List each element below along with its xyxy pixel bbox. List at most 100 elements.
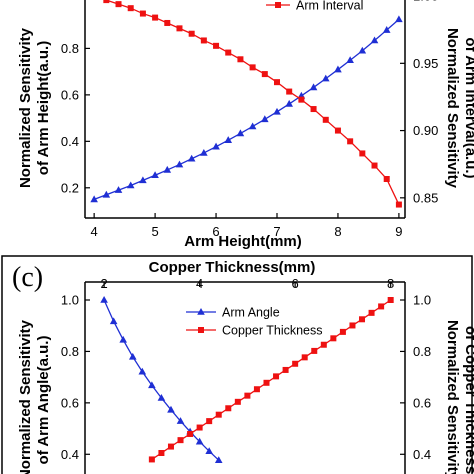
y-right-axis-title: Normalized Sensitivity — [444, 28, 461, 189]
data-point-triangle — [224, 136, 233, 143]
plot-area — [90, 0, 403, 208]
data-point-triangle — [187, 154, 196, 162]
data-point-triangle — [163, 165, 172, 173]
data-point-triangle — [157, 393, 166, 401]
panel-c-frame — [1, 255, 473, 474]
y-left-axis-title: of Arm Height(a.u.) — [35, 41, 52, 175]
y-right-tick-label: 1.00 — [413, 0, 438, 4]
legend-entry: Arm Angle — [186, 306, 280, 320]
data-point-square — [225, 405, 232, 412]
data-point-square — [263, 379, 270, 386]
legend-marker-square — [275, 2, 281, 8]
data-point-square — [301, 354, 308, 361]
data-point-triangle — [100, 296, 108, 303]
data-point-square — [249, 64, 256, 71]
data-point-square — [253, 386, 260, 393]
data-point-square — [261, 71, 268, 78]
y-left-axis-title: Normalized Sensitivity — [17, 27, 34, 188]
legend-label: Arm Angle — [222, 306, 280, 320]
data-point-square — [282, 366, 289, 373]
data-point-triangle — [261, 115, 269, 123]
data-point-triangle — [212, 142, 220, 150]
data-point-triangle — [285, 99, 293, 107]
data-point-triangle — [309, 83, 318, 91]
x-tick-label: 9 — [395, 224, 402, 239]
y-right-axis-title: Normalized Sensitivity — [444, 320, 461, 474]
data-point-triangle — [370, 36, 379, 44]
data-point-square — [177, 437, 184, 444]
data-point-triangle — [205, 447, 213, 454]
data-point-square — [274, 79, 280, 86]
data-point-square — [244, 392, 251, 399]
y-left-axis-title: of Arm Angle(a.u.) — [35, 336, 52, 465]
panel-letter: (c) — [12, 262, 43, 293]
y-left-tick-label: 0.2 — [61, 180, 79, 195]
y-right-tick-label: 0.6 — [413, 395, 431, 410]
y-right-axis-title: of Copper Thickness — [462, 326, 474, 474]
x-axis-title: Arm Height(mm) — [184, 233, 302, 250]
data-point-square — [115, 1, 122, 8]
legend-entry: Copper Thickness — [186, 324, 323, 338]
data-point-triangle — [346, 56, 354, 64]
x-tick-label: 7 — [273, 224, 280, 239]
y-right-tick-label: 0.8 — [413, 344, 431, 359]
data-point-triangle — [109, 317, 118, 325]
data-point-square — [395, 201, 402, 208]
y-right-tick-label: 0.85 — [413, 190, 438, 205]
data-point-triangle — [248, 122, 257, 130]
data-point-square — [188, 30, 195, 37]
data-point-triangle — [358, 46, 367, 54]
data-point-square — [320, 341, 327, 348]
data-point-triangle — [334, 65, 342, 73]
x-tick-label: 4 — [196, 276, 203, 291]
data-point-triangle — [102, 190, 111, 198]
y-left-tick-label: 0.4 — [61, 447, 79, 462]
data-point-triangle — [119, 335, 128, 343]
data-point-triangle — [236, 129, 245, 137]
data-point-square — [371, 162, 378, 169]
data-point-triangle — [114, 186, 123, 193]
y-left-axis-title: Normalized Sensitivity — [17, 319, 34, 474]
data-point-square — [152, 14, 159, 21]
y-left-tick-label: 0.8 — [61, 41, 79, 56]
data-point-square — [339, 328, 346, 335]
data-point-triangle — [138, 367, 147, 375]
x-tick-label: 6 — [212, 224, 219, 239]
data-point-triangle — [167, 405, 175, 413]
data-point-square — [330, 335, 337, 342]
data-point-square — [273, 373, 280, 380]
data-point-square — [310, 106, 317, 113]
plot-area — [100, 296, 394, 463]
x-tick-label: 5 — [151, 224, 158, 239]
data-point-square — [158, 450, 165, 456]
data-point-square — [225, 49, 232, 56]
data-point-square — [148, 456, 155, 463]
data-point-square — [213, 42, 220, 49]
chart-panel-1: 4 5 6 7 8 9 0.2 0.4 0.6 0.8 0.85 0.90 0.95 1.00 Arm He… — [17, 0, 474, 250]
data-point-square — [322, 116, 329, 123]
series-line-series-0 — [93, 18, 400, 201]
data-point-square — [359, 316, 366, 323]
data-point-square — [206, 418, 213, 425]
x-tick-label: 2 — [100, 276, 107, 291]
data-point-triangle — [90, 195, 98, 203]
y-right-axis-title: of Arm Interval(a.u.) — [462, 37, 474, 178]
data-point-triangle — [200, 148, 208, 156]
data-point-square — [349, 322, 356, 329]
y-left-tick-label: 0.6 — [61, 87, 79, 102]
x-tick-label: 6 — [292, 276, 299, 291]
data-point-triangle — [395, 15, 403, 23]
y-right-tick-label: 0.4 — [413, 447, 431, 462]
chart-panel-2: 2 4 6 8 0.4 0.6 0.8 1.0 0.4 0.6 0.8 1.0 Copper Thick… — [12, 259, 474, 474]
data-point-square — [298, 96, 305, 103]
legend-entry: Arm Interval — [266, 0, 363, 13]
data-point-square — [167, 443, 174, 450]
y-left-tick-label: 1.0 — [61, 293, 79, 308]
series-line-arm-angle — [103, 299, 220, 461]
y-right-tick-label: 0.90 — [413, 123, 438, 138]
data-point-square — [103, 0, 110, 4]
data-point-square — [164, 19, 171, 26]
data-point-square — [334, 127, 341, 134]
y-left-tick-label: 0.8 — [61, 344, 79, 359]
data-point-square — [237, 56, 244, 63]
